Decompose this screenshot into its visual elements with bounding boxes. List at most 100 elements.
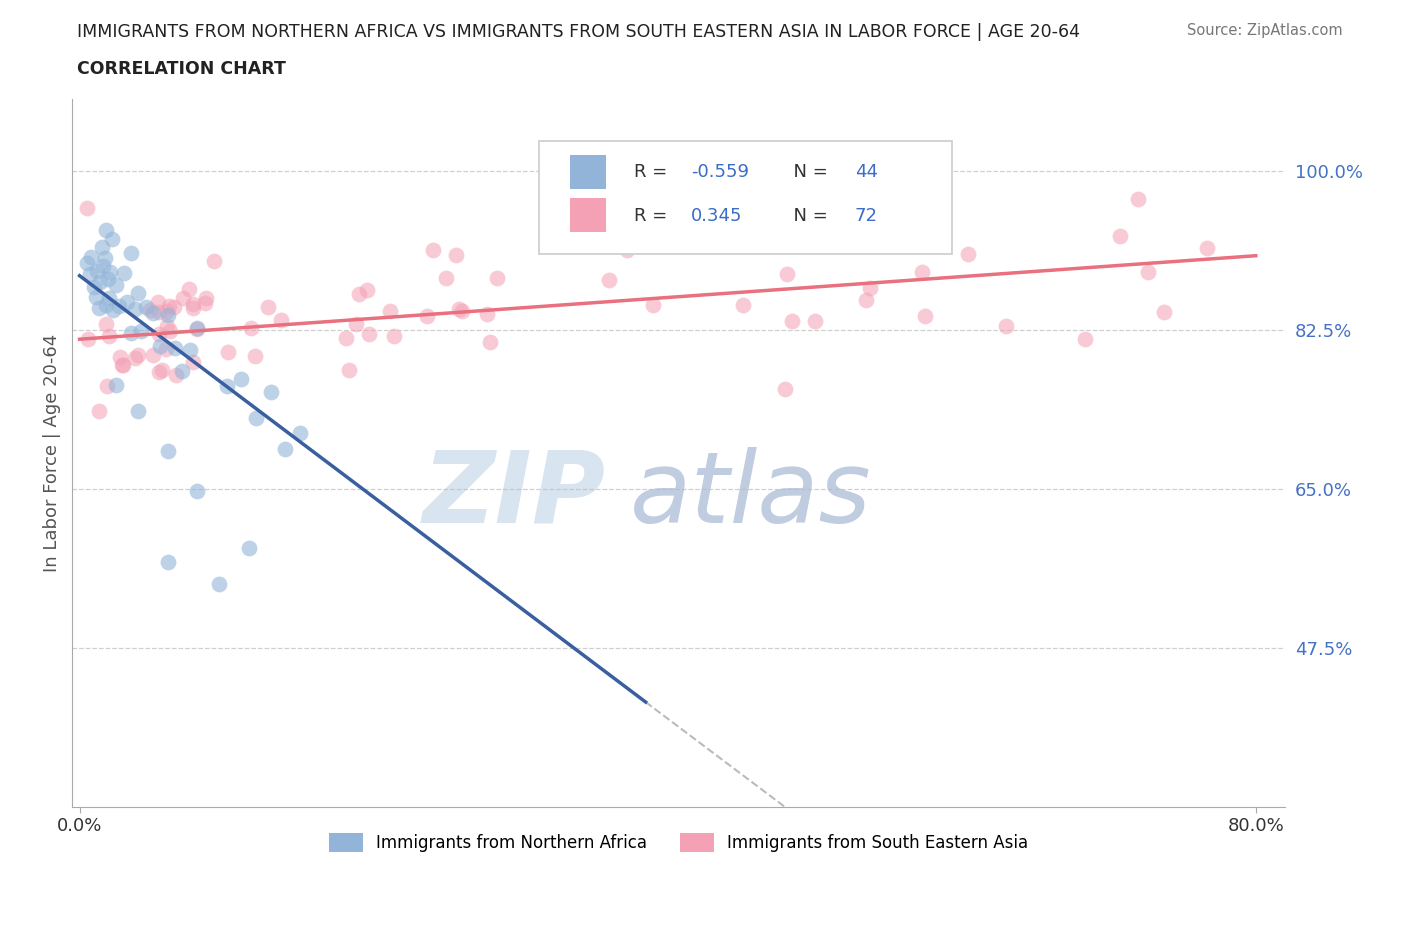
Point — [780, 313, 803, 328]
Legend: Immigrants from Northern Africa, Immigrants from South Eastern Asia: Immigrants from Northern Africa, Immigra… — [322, 826, 1035, 858]
Point — [103, 303, 125, 318]
Point — [238, 541, 260, 556]
Point — [127, 404, 149, 418]
Point — [486, 271, 509, 286]
Point — [194, 296, 217, 311]
Point — [598, 272, 620, 287]
Point — [181, 297, 204, 312]
Text: -0.559: -0.559 — [690, 163, 749, 180]
Point — [96, 272, 118, 286]
Text: IMMIGRANTS FROM NORTHERN AFRICA VS IMMIGRANTS FROM SOUTH EASTERN ASIA IN LABOR F: IMMIGRANTS FROM NORTHERN AFRICA VS IMMIG… — [77, 23, 1080, 41]
Point — [87, 404, 110, 418]
Point — [124, 301, 146, 316]
Point — [911, 265, 934, 280]
Point — [231, 372, 253, 387]
Text: R =: R = — [634, 163, 673, 180]
Point — [451, 304, 474, 319]
Point — [208, 577, 231, 591]
Point — [90, 240, 112, 255]
Point — [994, 318, 1017, 333]
Point — [76, 200, 98, 215]
Point — [776, 267, 799, 282]
Point — [157, 299, 180, 313]
Point — [98, 290, 121, 305]
Point — [422, 243, 444, 258]
Point — [179, 342, 201, 357]
Text: Source: ZipAtlas.com: Source: ZipAtlas.com — [1187, 23, 1343, 38]
Point — [855, 293, 877, 308]
Point — [347, 286, 370, 301]
Point — [120, 326, 142, 340]
Point — [150, 363, 173, 378]
Point — [163, 299, 186, 314]
Point — [270, 312, 292, 327]
Point — [156, 304, 179, 319]
Point — [172, 290, 194, 305]
Point — [105, 278, 128, 293]
Point — [138, 303, 160, 318]
Point — [112, 265, 135, 280]
Point — [378, 304, 401, 319]
Point — [159, 324, 181, 339]
Point — [101, 232, 124, 246]
Text: 72: 72 — [855, 206, 877, 224]
Bar — [569, 198, 606, 232]
Point — [288, 425, 311, 440]
Point — [181, 354, 204, 369]
Point — [434, 271, 457, 286]
Point — [179, 282, 201, 297]
Point — [146, 295, 169, 310]
Point — [957, 246, 980, 261]
Y-axis label: In Labor Force | Age 20-64: In Labor Force | Age 20-64 — [44, 334, 60, 572]
Point — [1197, 241, 1219, 256]
Point — [76, 332, 98, 347]
Point — [142, 305, 165, 320]
Point — [84, 289, 107, 304]
Point — [172, 364, 194, 379]
Point — [181, 300, 204, 315]
Point — [80, 250, 103, 265]
Point — [215, 379, 238, 394]
Point — [217, 345, 239, 360]
Text: N =: N = — [782, 163, 834, 180]
Point — [111, 358, 134, 373]
Point — [356, 283, 378, 298]
Point — [100, 264, 122, 279]
Point — [202, 253, 225, 268]
Point — [76, 256, 98, 271]
Point — [914, 309, 936, 324]
Point — [98, 329, 121, 344]
Point — [148, 326, 170, 341]
Point — [335, 331, 357, 346]
Point — [155, 341, 177, 356]
Point — [156, 554, 179, 569]
Point — [243, 349, 266, 364]
Point — [96, 379, 118, 394]
Point — [142, 348, 165, 363]
Bar — [569, 155, 606, 190]
Point — [115, 295, 138, 310]
Point — [165, 340, 187, 355]
Point — [643, 298, 665, 312]
Point — [186, 322, 208, 337]
Point — [131, 324, 153, 339]
Point — [127, 286, 149, 300]
Text: ZIP: ZIP — [423, 446, 606, 544]
Point — [89, 274, 111, 289]
Text: 44: 44 — [855, 163, 877, 180]
Point — [156, 444, 179, 458]
Point — [148, 305, 170, 320]
Point — [186, 321, 208, 336]
Point — [1074, 332, 1097, 347]
Point — [120, 246, 142, 260]
Point — [194, 291, 217, 306]
Point — [111, 358, 134, 373]
Point — [475, 307, 498, 322]
Point — [94, 316, 117, 331]
Point — [105, 378, 128, 392]
Point — [156, 308, 179, 323]
Point — [94, 298, 117, 312]
Point — [260, 385, 283, 400]
Point — [478, 335, 501, 350]
Point — [415, 308, 437, 323]
